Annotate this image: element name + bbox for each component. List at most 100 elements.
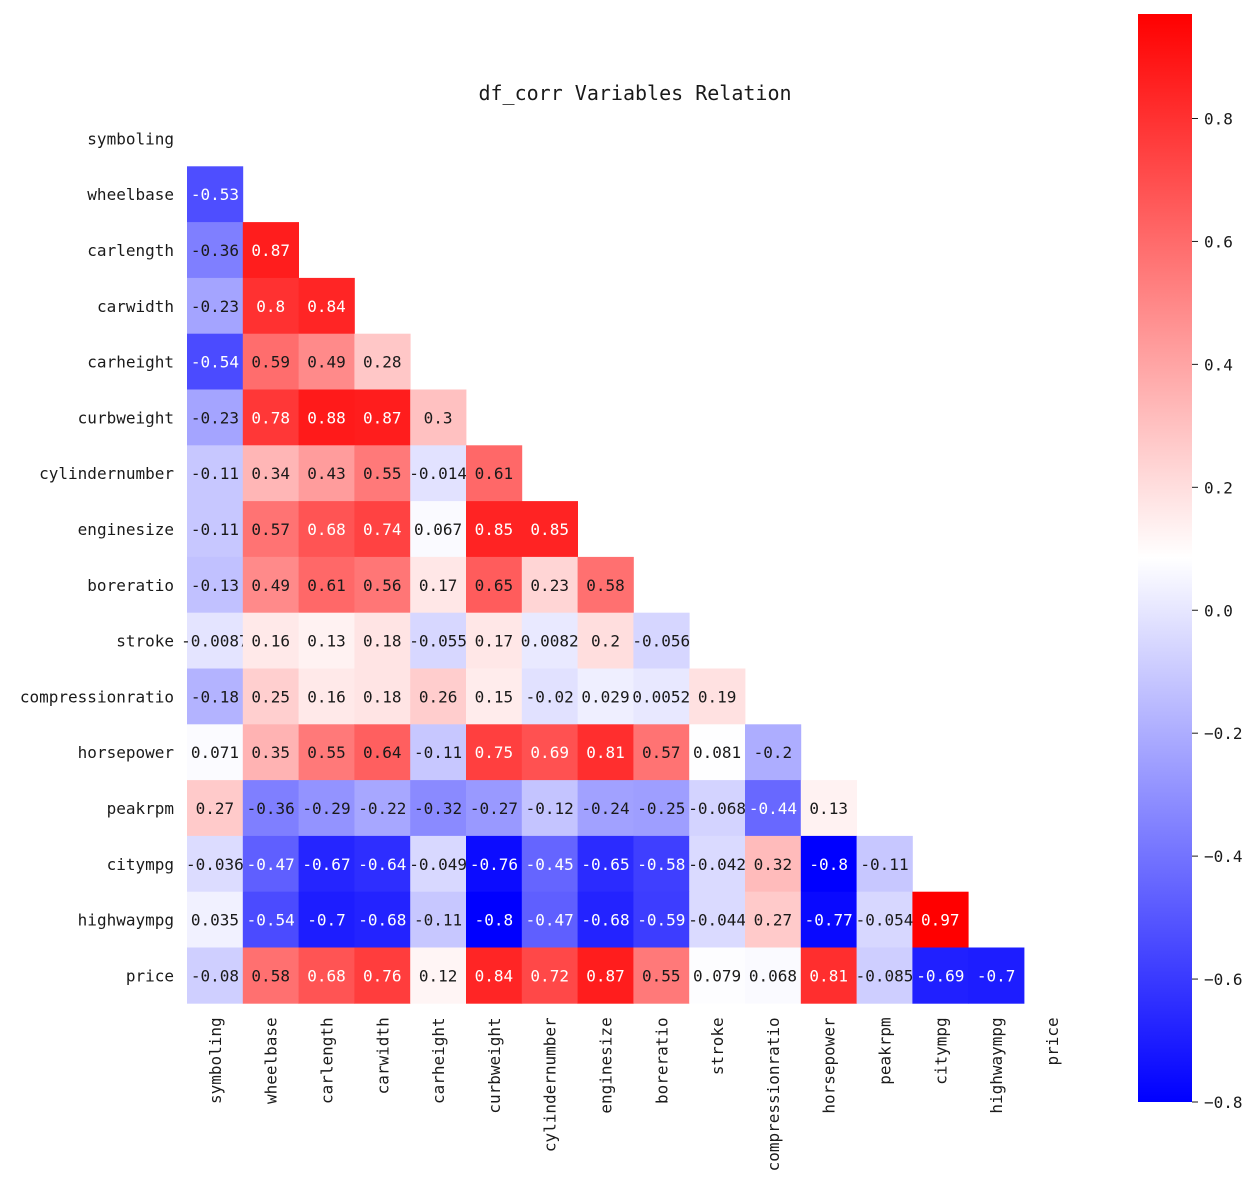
cell-label-stroke-enginesize: 0.2: [591, 632, 620, 651]
cell-compressionratio-stroke: [689, 668, 746, 725]
cell-label-price-horsepower: 0.81: [809, 966, 848, 985]
cell-label-horsepower-carlength: 0.55: [307, 743, 346, 762]
cell-peakrpm-carwidth: [354, 780, 411, 837]
row-label-wheelbase: wheelbase: [87, 185, 174, 204]
cell-label-peakrpm-enginesize: -0.24: [581, 799, 629, 818]
cell-label-horsepower-carheight: -0.11: [414, 743, 462, 762]
cell-price-boreratio: [633, 947, 690, 1004]
cell-label-cylindernumber-symboling: -0.11: [191, 464, 239, 483]
cell-label-compressionratio-carwidth: 0.18: [363, 687, 402, 706]
cell-price-carwidth: [354, 947, 411, 1004]
cell-label-wheelbase-symboling: -0.53: [191, 185, 239, 204]
cell-label-curbweight-symboling: -0.23: [191, 408, 239, 427]
cell-label-highwaympg-carlength: -0.7: [307, 911, 346, 930]
cell-peakrpm-stroke: [689, 780, 746, 837]
colorbar-tick-label: 0.8: [1204, 110, 1233, 129]
cell-peakrpm-horsepower: [800, 780, 857, 837]
cell-highwaympg-compressionratio: [745, 891, 802, 948]
cell-citympg-boreratio: [633, 835, 690, 893]
cell-carlength-symboling: [187, 222, 244, 279]
cell-label-boreratio-enginesize: 0.58: [586, 576, 625, 595]
column-label-stroke: stroke: [708, 1017, 727, 1075]
cell-label-compressionratio-wheelbase: 0.25: [251, 687, 290, 706]
cell-highwaympg-boreratio: [633, 891, 690, 948]
cell-peakrpm-symboling: [187, 780, 244, 837]
cell-curbweight-symboling: [187, 389, 244, 446]
cell-highwaympg-carlength: [298, 891, 355, 948]
cell-boreratio-enginesize: [577, 556, 634, 614]
cell-horsepower-boreratio: [633, 724, 690, 781]
cell-label-carheight-carlength: 0.49: [307, 353, 346, 372]
cell-carwidth-symboling: [187, 277, 244, 335]
cell-label-enginesize-carwidth: 0.74: [363, 520, 402, 539]
cell-label-peakrpm-boreratio: -0.25: [637, 799, 685, 818]
column-label-cylindernumber: cylindernumber: [541, 1017, 560, 1152]
cell-label-price-highwaympg: -0.7: [977, 966, 1016, 985]
colorbar-tick-label: −0.4: [1204, 847, 1243, 866]
cell-price-carlength: [298, 947, 355, 1004]
cell-highwaympg-cylindernumber: [521, 891, 578, 948]
cell-label-peakrpm-stroke: -0.068: [688, 799, 746, 818]
cell-peakrpm-boreratio: [633, 780, 690, 837]
heatmap-cells: -0.53 -0.36 0.87 -0.23 0.8 0.84 -0.54 0.59 0.49 0…: [181, 166, 1025, 1004]
cell-label-boreratio-carwidth: 0.56: [363, 576, 402, 595]
cell-label-horsepower-curbweight: 0.75: [475, 743, 514, 762]
cell-horsepower-cylindernumber: [521, 724, 578, 781]
cell-label-stroke-wheelbase: 0.16: [251, 632, 290, 651]
cell-compressionratio-symboling: [187, 668, 244, 725]
cell-label-citympg-carlength: -0.67: [302, 855, 350, 874]
column-label-enginesize: enginesize: [597, 1017, 616, 1113]
cell-label-price-carlength: 0.68: [307, 966, 346, 985]
cell-stroke-carlength: [298, 612, 355, 669]
cell-peakrpm-enginesize: [577, 780, 634, 837]
cell-stroke-symboling: [187, 612, 244, 669]
colorbar-tick-label: −0.2: [1204, 724, 1243, 743]
cell-cylindernumber-carheight: [410, 445, 467, 502]
row-label-stroke: stroke: [116, 632, 174, 651]
column-label-peakrpm: peakrpm: [876, 1017, 895, 1084]
cell-enginesize-wheelbase: [242, 501, 299, 558]
cell-horsepower-stroke: [689, 724, 746, 781]
chart-title: df_corr Variables Relation: [478, 81, 791, 105]
cell-horsepower-symboling: [187, 724, 244, 781]
cell-highwaympg-horsepower: [800, 891, 857, 948]
cell-label-peakrpm-carheight: -0.32: [414, 799, 462, 818]
cell-label-carwidth-wheelbase: 0.8: [256, 297, 285, 316]
cell-label-price-compressionratio: 0.068: [749, 966, 797, 985]
row-label-cylindernumber: cylindernumber: [39, 464, 174, 483]
cell-price-citympg: [912, 947, 969, 1004]
cell-label-price-symboling: -0.08: [191, 966, 239, 985]
cell-boreratio-carwidth: [354, 556, 411, 614]
cell-price-symboling: [187, 947, 244, 1004]
cell-label-price-peakrpm: -0.085: [856, 966, 914, 985]
cell-curbweight-carheight: [410, 389, 467, 446]
cell-label-compressionratio-carlength: 0.16: [307, 687, 346, 706]
cell-wheelbase-symboling: [187, 166, 244, 223]
colorbar-tick-label: −0.6: [1204, 970, 1243, 989]
cell-label-boreratio-curbweight: 0.65: [475, 576, 514, 595]
cell-label-horsepower-wheelbase: 0.35: [251, 743, 290, 762]
cell-label-highwaympg-horsepower: -0.77: [805, 911, 853, 930]
cell-label-horsepower-boreratio: 0.57: [642, 743, 681, 762]
cell-horsepower-carwidth: [354, 724, 411, 781]
cell-carheight-carwidth: [354, 333, 411, 390]
cell-label-citympg-horsepower: -0.8: [809, 855, 848, 874]
cell-label-price-curbweight: 0.84: [475, 966, 514, 985]
cell-label-price-cylindernumber: 0.72: [530, 966, 569, 985]
row-label-highwaympg: highwaympg: [78, 911, 174, 930]
row-label-horsepower: horsepower: [78, 743, 175, 762]
cell-label-compressionratio-cylindernumber: -0.02: [526, 687, 574, 706]
cell-stroke-carheight: [410, 612, 467, 669]
cell-highwaympg-symboling: [187, 891, 244, 948]
row-label-carheight: carheight: [87, 353, 174, 372]
column-label-horsepower: horsepower: [820, 1017, 839, 1114]
cell-label-stroke-boreratio: -0.056: [632, 632, 690, 651]
cell-label-stroke-carlength: 0.13: [307, 632, 346, 651]
colorbar-ticks: 0.8 0.6 0.4 0.2 0.0 −0.2 −0.4 −0.6 −0.8: [1192, 110, 1243, 1112]
cell-label-cylindernumber-curbweight: 0.61: [475, 464, 514, 483]
cell-label-peakrpm-symboling: 0.27: [196, 799, 235, 818]
cell-label-curbweight-carwidth: 0.87: [363, 408, 402, 427]
cell-cylindernumber-carwidth: [354, 445, 411, 502]
row-label-compressionratio: compressionratio: [20, 687, 174, 706]
cell-label-enginesize-carheight: 0.067: [414, 520, 462, 539]
